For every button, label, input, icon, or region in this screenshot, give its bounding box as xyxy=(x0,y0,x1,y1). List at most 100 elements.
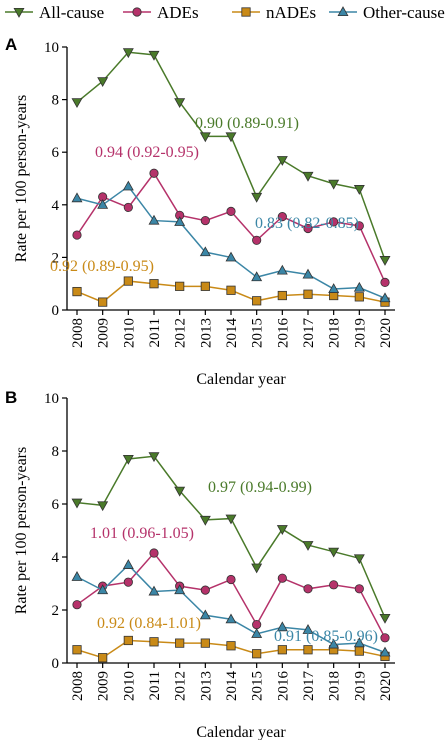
point-nades xyxy=(226,641,236,651)
annotation-label: 0.92 (0.84-1.01) xyxy=(97,615,201,632)
point-nades xyxy=(354,646,364,656)
point-all-cause xyxy=(276,156,288,166)
y-tick-label: 0 xyxy=(52,656,60,672)
point-nades xyxy=(252,296,262,306)
point-other-cause xyxy=(174,216,186,226)
y-axis-title: Rate per 100 person-years xyxy=(13,447,30,615)
point-other-cause xyxy=(225,251,237,262)
point-other-cause xyxy=(122,180,134,191)
x-tick-label: 2018 xyxy=(327,671,343,701)
point-ades xyxy=(354,221,364,231)
point-other-cause xyxy=(328,283,340,293)
point-all-cause xyxy=(251,563,263,574)
point-all-cause xyxy=(379,613,391,624)
point-ades xyxy=(226,206,236,216)
series-line-other-cause xyxy=(76,185,386,299)
point-other-cause xyxy=(302,624,314,634)
point-ades xyxy=(380,277,390,287)
x-tick-label: 2010 xyxy=(121,318,137,348)
point-all-cause xyxy=(174,486,186,497)
x-tick-label: 2019 xyxy=(352,318,368,348)
x-tick-label: 2009 xyxy=(96,318,112,348)
point-nades xyxy=(98,653,108,663)
point-other-cause xyxy=(379,646,391,657)
point-all-cause xyxy=(353,185,365,195)
annotation-label: 0.91 (0.85-0.96) xyxy=(274,628,378,645)
point-other-cause xyxy=(276,264,288,275)
point-ades xyxy=(200,585,210,595)
point-all-cause xyxy=(148,452,160,463)
point-all-cause xyxy=(379,256,391,266)
point-nades xyxy=(149,279,159,289)
point-nades xyxy=(98,297,108,307)
x-tick-label: 2012 xyxy=(173,318,189,348)
point-all-cause xyxy=(328,179,340,190)
point-other-cause xyxy=(379,292,391,303)
panel-letter: A xyxy=(5,35,17,54)
x-tick-label: 2011 xyxy=(147,671,163,700)
x-tick-label: 2017 xyxy=(301,671,317,702)
point-nades xyxy=(72,286,82,297)
legend-label-ades: ADEs xyxy=(157,3,199,22)
x-tick-label: 2016 xyxy=(275,671,291,702)
x-tick-label: 2013 xyxy=(198,318,214,348)
point-other-cause xyxy=(174,584,186,595)
x-tick-label: 2013 xyxy=(198,671,214,701)
x-axis-title: Calendar year xyxy=(196,724,286,740)
panel-b: B 0 2 4 6 8 10 2008 2009 2010 2011 2012 2013 2014 2015… xyxy=(5,388,395,740)
point-all-cause xyxy=(225,132,237,143)
point-ades xyxy=(380,633,390,643)
x-tick-label: 2014 xyxy=(224,318,240,349)
x-tick-label: 2020 xyxy=(378,671,394,701)
x-tick-label: 2020 xyxy=(378,318,394,348)
point-nades xyxy=(200,638,210,648)
point-other-cause xyxy=(302,268,314,279)
point-ades xyxy=(329,217,339,227)
point-all-cause xyxy=(122,48,134,59)
y-tick-label: 8 xyxy=(52,444,60,460)
point-nades xyxy=(277,645,287,655)
point-all-cause xyxy=(251,192,263,203)
point-other-cause xyxy=(276,621,288,632)
point-ades xyxy=(226,574,236,585)
x-axis-title: Calendar year xyxy=(196,371,286,388)
point-all-cause xyxy=(328,547,340,558)
point-other-cause xyxy=(71,192,83,203)
point-nades xyxy=(72,645,82,655)
legend-label-nades: nADEs xyxy=(266,3,316,22)
point-other-cause xyxy=(199,246,211,257)
point-nades xyxy=(200,281,210,291)
point-ades xyxy=(329,580,339,590)
y-tick-label: 6 xyxy=(52,145,60,161)
point-nades xyxy=(354,292,364,302)
legend-label-other-cause: Other-cause xyxy=(363,3,445,22)
y-tick-label: 10 xyxy=(44,40,59,56)
point-all-cause xyxy=(225,514,237,525)
x-tick-label: 2019 xyxy=(352,671,368,701)
point-ades xyxy=(123,577,133,587)
x-tick-label: 2008 xyxy=(70,318,86,348)
point-all-cause xyxy=(71,98,83,109)
point-other-cause xyxy=(225,613,237,624)
panel-letter: B xyxy=(5,388,17,407)
x-tick-label: 2014 xyxy=(224,671,240,702)
point-other-cause xyxy=(122,559,134,569)
point-nades xyxy=(277,290,287,301)
point-ades xyxy=(72,230,82,240)
point-other-cause xyxy=(97,198,109,209)
annotation-label: 0.94 (0.92-0.95) xyxy=(95,144,199,161)
point-ades xyxy=(200,215,210,226)
point-ades xyxy=(123,202,133,213)
point-nades xyxy=(303,645,313,655)
y-tick-label: 6 xyxy=(52,497,60,513)
point-other-cause xyxy=(199,609,211,620)
point-all-cause xyxy=(302,171,314,182)
y-tick-label: 2 xyxy=(52,603,60,619)
y-axis-title: Rate per 100 person-years xyxy=(13,95,30,263)
point-all-cause xyxy=(97,77,109,88)
y-tick-label: 10 xyxy=(44,391,59,407)
legend-marker-other-cause xyxy=(337,6,349,17)
point-other-cause xyxy=(97,584,109,595)
x-tick-label: 2015 xyxy=(250,318,266,348)
